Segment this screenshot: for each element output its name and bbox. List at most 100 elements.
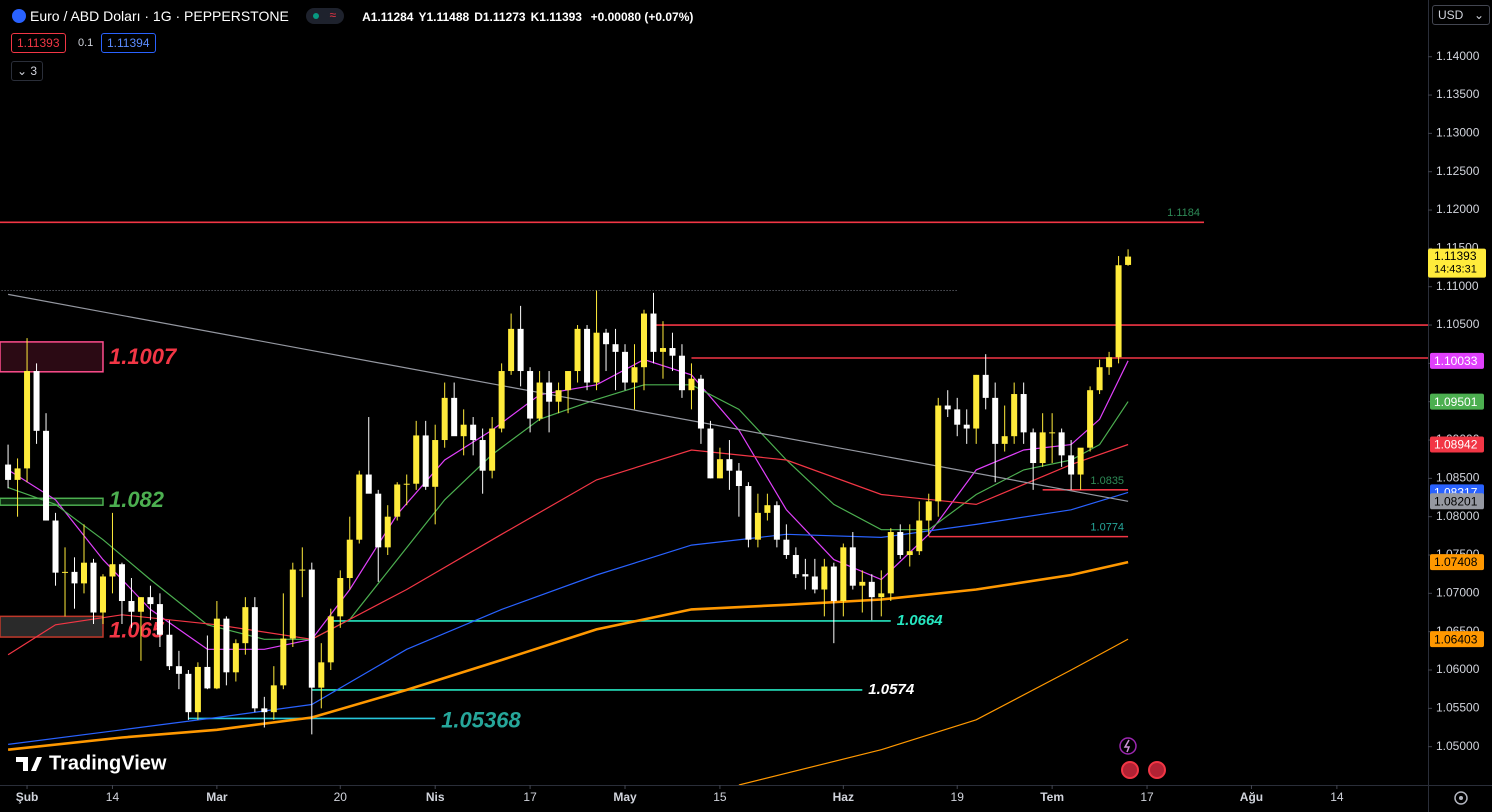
x-tick-label: Ağu bbox=[1240, 790, 1263, 804]
candle-body bbox=[394, 484, 401, 517]
indicator-line bbox=[7, 443, 1129, 656]
indicators-count: 3 bbox=[30, 64, 38, 78]
candle-body bbox=[147, 597, 154, 605]
candle-body bbox=[232, 643, 239, 673]
x-tick-label: 14 bbox=[106, 790, 120, 804]
lightning-icon[interactable] bbox=[1119, 737, 1137, 755]
candle-body bbox=[1106, 357, 1113, 368]
y-tick-label: 1.05000 bbox=[1436, 739, 1480, 753]
y-tick-label: 1.12000 bbox=[1436, 202, 1480, 216]
candle-body bbox=[840, 547, 847, 602]
chevron: ⌄ bbox=[17, 64, 31, 78]
candle-body bbox=[280, 638, 287, 686]
y-tick-label: 1.05500 bbox=[1436, 701, 1480, 715]
candle-body bbox=[261, 708, 268, 713]
y-tick-label: 1.07000 bbox=[1436, 586, 1480, 600]
x-tick-label: 20 bbox=[334, 790, 348, 804]
settings-icon[interactable] bbox=[1454, 791, 1468, 805]
price-label-bg bbox=[1430, 631, 1484, 648]
symbol-row: Euro / ABD Doları · 1G · PEPPERSTONE ≈ A… bbox=[12, 8, 693, 24]
candle-body bbox=[308, 569, 315, 688]
price-label-bg bbox=[1430, 493, 1484, 510]
candle-body bbox=[156, 604, 163, 635]
gear[interactable] bbox=[1454, 791, 1468, 805]
status-pill[interactable]: ≈ bbox=[306, 8, 345, 24]
candle-body bbox=[868, 581, 875, 598]
candle-body bbox=[792, 555, 799, 575]
candle-body bbox=[688, 378, 695, 391]
candle-body bbox=[52, 520, 59, 573]
candle-body bbox=[137, 597, 144, 612]
candle-body bbox=[460, 424, 467, 437]
candle-body bbox=[735, 470, 742, 487]
indicator-line bbox=[7, 560, 1129, 751]
candle-body bbox=[1125, 256, 1132, 265]
candle-body bbox=[697, 378, 704, 429]
candle-body bbox=[963, 424, 970, 429]
candle-body bbox=[641, 313, 647, 368]
candle-body bbox=[422, 435, 429, 487]
candle-body bbox=[498, 371, 505, 429]
x-tick-label: Mar bbox=[206, 790, 228, 804]
candle-body bbox=[982, 374, 989, 398]
price-label-bg bbox=[1430, 393, 1484, 410]
candle-body bbox=[270, 685, 277, 713]
candle-body bbox=[194, 666, 201, 713]
candle-body bbox=[555, 390, 562, 402]
candle-body bbox=[906, 551, 913, 556]
candle-body bbox=[109, 564, 116, 577]
zone-label: 1.065 bbox=[109, 617, 165, 642]
candle-body bbox=[62, 571, 69, 573]
candle-body bbox=[43, 430, 50, 521]
us-flag-icon[interactable] bbox=[1148, 761, 1166, 779]
candle-body bbox=[289, 569, 296, 639]
indicator-line bbox=[8, 491, 1129, 745]
y-tick-label: 1.06000 bbox=[1436, 662, 1480, 676]
candle-body bbox=[612, 344, 619, 352]
candle-body bbox=[565, 371, 572, 391]
us-flag-icon[interactable] bbox=[1121, 761, 1139, 779]
lightning-glyph bbox=[1123, 739, 1131, 753]
plot-area: 1.1007 1.082 1.065 1.1184 1.0835 1.0774 1.0664… bbox=[0, 207, 1428, 785]
candle-body bbox=[593, 332, 600, 383]
candle-body bbox=[1039, 432, 1046, 464]
currency-select[interactable]: USD ⌄ bbox=[1432, 5, 1490, 25]
x-tick-label: 19 bbox=[951, 790, 965, 804]
candle-body bbox=[14, 468, 21, 480]
x-tick-label: 14 bbox=[1330, 790, 1344, 804]
price-label: 1.08201 bbox=[1434, 494, 1478, 508]
x-tick-label: 15 bbox=[713, 790, 727, 804]
level-label: 1.0774 bbox=[1090, 522, 1124, 534]
buy-button[interactable]: 1.11394 bbox=[101, 33, 156, 53]
symbol-title[interactable]: Euro / ABD Doları · 1G · PEPPERSTONE bbox=[30, 8, 289, 24]
indicators-toggle[interactable]: ⌄ 3 bbox=[11, 61, 44, 81]
candle-body bbox=[849, 547, 856, 586]
candle-body bbox=[24, 371, 31, 469]
price-label: 1.09501 bbox=[1434, 395, 1478, 409]
candle-body bbox=[451, 397, 458, 437]
candle-body bbox=[242, 607, 249, 644]
candle-body bbox=[811, 576, 818, 590]
indicator-line bbox=[7, 384, 1129, 640]
currency: USD bbox=[1438, 8, 1464, 22]
candle-body bbox=[213, 618, 220, 689]
ohlc-key: D bbox=[474, 10, 483, 24]
candle-body bbox=[508, 328, 515, 372]
y-tick-label: 1.08500 bbox=[1436, 471, 1480, 485]
candle-body bbox=[584, 328, 591, 383]
candle-body bbox=[726, 459, 733, 471]
candle-body bbox=[783, 539, 790, 556]
candle-body bbox=[5, 464, 12, 480]
candle-body bbox=[185, 673, 192, 713]
sell-button[interactable]: 1.11393 bbox=[11, 33, 66, 53]
x-tick-label: Şub bbox=[16, 790, 39, 804]
candle-body bbox=[403, 483, 410, 485]
candle-body bbox=[574, 328, 581, 372]
candle-body bbox=[432, 440, 439, 487]
spread: 0.1 bbox=[78, 37, 94, 49]
candle-body bbox=[992, 397, 999, 444]
x-tick-label: Haz bbox=[833, 790, 854, 804]
candle-body bbox=[99, 576, 106, 613]
candle-body bbox=[1087, 390, 1094, 448]
candle-body bbox=[479, 440, 486, 471]
